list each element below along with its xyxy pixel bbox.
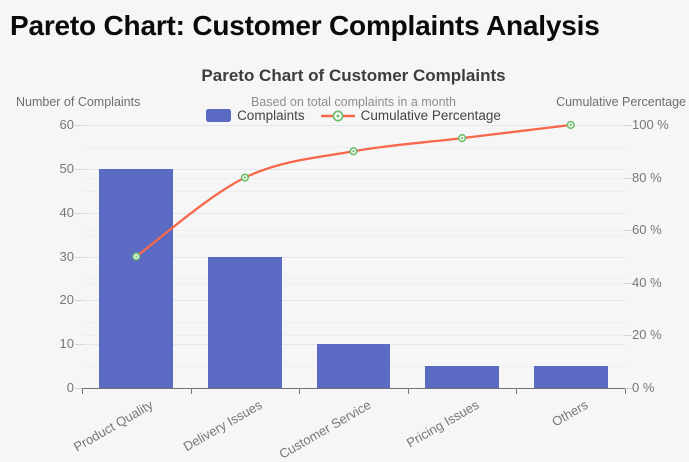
y2-axis-tick-mark bbox=[625, 177, 632, 179]
cumulative-line bbox=[135, 123, 572, 258]
legend-item-cumulative-percentage[interactable]: Cumulative Percentage bbox=[320, 108, 501, 123]
x-axis-tick-mark bbox=[625, 389, 626, 394]
y-axis-tick-mark bbox=[75, 388, 82, 389]
x-axis-tick-mark bbox=[516, 389, 518, 394]
y2-axis-tick-mark bbox=[625, 335, 632, 337]
x-axis-label-product-quality[interactable]: Product Quality bbox=[71, 397, 156, 455]
y-axis-tick-mark bbox=[75, 125, 82, 126]
x-axis-line bbox=[81, 388, 626, 389]
gridline-right-axis bbox=[82, 335, 625, 337]
y-axis-tick-label: 60 bbox=[59, 117, 74, 132]
y-axis-tick-label: 30 bbox=[59, 248, 74, 264]
cumulative-line-layer bbox=[132, 120, 575, 261]
y-axis-tick-mark bbox=[75, 300, 82, 302]
legend-cumulative-label: Cumulative Percentage bbox=[360, 108, 501, 123]
x-axis-label-others[interactable]: Others bbox=[548, 397, 591, 430]
y-axis-tick-mark bbox=[75, 168, 82, 170]
gridline-major bbox=[82, 168, 625, 170]
bar-product-quality[interactable] bbox=[99, 168, 174, 388]
y-axis-tick-mark bbox=[75, 344, 82, 346]
gridline-right-axis bbox=[82, 177, 625, 179]
bar-others[interactable] bbox=[533, 366, 608, 388]
gridline-major bbox=[82, 300, 625, 302]
y-axis-tick-label: 10 bbox=[59, 336, 74, 352]
line-marker-dot bbox=[460, 136, 464, 140]
x-axis-tick-mark bbox=[299, 389, 301, 394]
line-series-marker-icon bbox=[320, 109, 355, 123]
bar-series-swatch-icon bbox=[206, 109, 232, 122]
y2-axis-tick-label: 100 % bbox=[632, 117, 669, 132]
gridline-right-axis bbox=[82, 230, 625, 232]
gridline-major bbox=[82, 212, 625, 214]
y-axis-tick-label: 0 bbox=[66, 380, 74, 395]
legend: Complaints Cumulative Percentage bbox=[82, 108, 625, 123]
left-axis-title: Number of Complaints bbox=[16, 95, 141, 109]
y-axis-tick-mark bbox=[75, 212, 82, 214]
gridline-minor bbox=[82, 322, 625, 324]
x-axis-label-pricing-issues[interactable]: Pricing Issues bbox=[404, 397, 482, 451]
legend-item-complaints[interactable]: Complaints bbox=[206, 108, 305, 123]
right-axis-title: Cumulative Percentage bbox=[556, 95, 686, 109]
y2-axis-tick-label: 0 % bbox=[632, 380, 655, 395]
y-axis-tick-label: 50 bbox=[59, 160, 74, 176]
gridline-minor bbox=[82, 190, 625, 192]
y2-axis-tick-label: 20 % bbox=[632, 327, 662, 343]
page-title: Pareto Chart: Customer Complaints Analys… bbox=[10, 10, 600, 41]
bar-delivery-issues[interactable] bbox=[207, 256, 282, 388]
line-marker-dot bbox=[135, 255, 138, 258]
legend-complaints-label: Complaints bbox=[237, 108, 305, 123]
gridline-right-axis bbox=[82, 282, 625, 284]
x-axis-tick-mark bbox=[407, 389, 409, 394]
y2-axis-tick-mark bbox=[625, 125, 632, 126]
y2-axis-tick-mark bbox=[625, 282, 632, 284]
y-axis-tick-mark bbox=[75, 256, 82, 258]
x-axis-label-delivery-issues[interactable]: Delivery Issues bbox=[180, 397, 265, 455]
y2-axis-tick-label: 80 % bbox=[632, 169, 662, 185]
bar-pricing-issues[interactable] bbox=[425, 366, 500, 388]
line-marker-dot bbox=[569, 123, 572, 127]
chart-title: Pareto Chart of Customer Complaints bbox=[201, 66, 506, 85]
y2-axis-tick-mark bbox=[625, 388, 632, 389]
y2-axis-tick-label: 60 % bbox=[632, 222, 662, 238]
y-axis-tick-label: 40 bbox=[59, 204, 74, 220]
x-axis-tick-mark bbox=[82, 389, 83, 394]
y-axis-tick-label: 20 bbox=[59, 292, 74, 308]
plot-area bbox=[82, 120, 625, 388]
gridline-minor bbox=[82, 278, 625, 280]
line-marker-dot bbox=[243, 176, 247, 179]
x-axis-label-customer-service[interactable]: Customer Service bbox=[276, 397, 373, 462]
bar-customer-service[interactable] bbox=[316, 344, 391, 388]
gridline-major bbox=[82, 125, 625, 126]
gridline-minor bbox=[82, 234, 625, 236]
y2-axis-tick-mark bbox=[625, 230, 632, 232]
line-marker-dot bbox=[352, 150, 355, 153]
y2-axis-tick-label: 40 % bbox=[632, 274, 662, 290]
chart-subtitle: Based on total complaints in a month bbox=[251, 95, 456, 109]
x-axis-tick-mark bbox=[190, 389, 192, 394]
gridline-major bbox=[82, 256, 625, 258]
